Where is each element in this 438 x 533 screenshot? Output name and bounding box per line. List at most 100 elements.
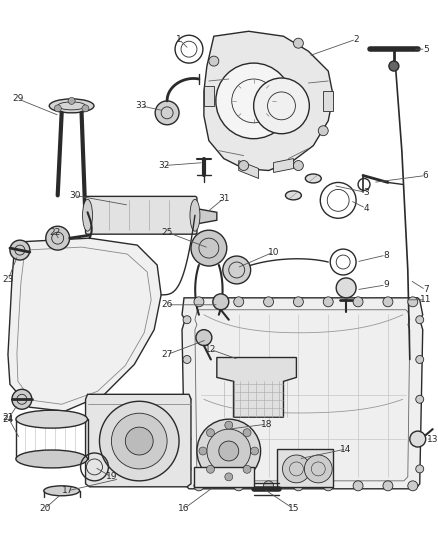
Circle shape	[416, 435, 424, 443]
Circle shape	[243, 465, 251, 473]
Circle shape	[234, 297, 244, 307]
Polygon shape	[276, 449, 333, 487]
Text: 16: 16	[178, 504, 190, 513]
Polygon shape	[85, 394, 191, 487]
Circle shape	[318, 126, 328, 136]
Circle shape	[251, 447, 258, 455]
Text: 17: 17	[62, 486, 74, 495]
Text: 23: 23	[2, 276, 14, 285]
Circle shape	[243, 429, 251, 437]
Ellipse shape	[286, 191, 301, 200]
Circle shape	[383, 297, 393, 307]
Text: 11: 11	[420, 295, 431, 304]
Circle shape	[183, 316, 191, 324]
Polygon shape	[204, 31, 333, 171]
Text: 5: 5	[423, 45, 429, 54]
Text: 32: 32	[159, 161, 170, 170]
Text: 21: 21	[2, 413, 14, 422]
Circle shape	[293, 160, 304, 171]
Text: 19: 19	[106, 472, 117, 481]
Circle shape	[194, 481, 204, 491]
Polygon shape	[194, 467, 254, 487]
Circle shape	[304, 455, 332, 483]
Polygon shape	[195, 208, 217, 224]
Ellipse shape	[190, 199, 200, 231]
Ellipse shape	[305, 174, 321, 183]
Text: 27: 27	[162, 350, 173, 359]
Circle shape	[206, 465, 215, 473]
Circle shape	[197, 419, 261, 483]
Text: 24: 24	[2, 415, 14, 424]
Circle shape	[216, 63, 291, 139]
Circle shape	[416, 465, 424, 473]
Circle shape	[416, 356, 424, 364]
Text: 20: 20	[39, 504, 50, 513]
Circle shape	[234, 481, 244, 491]
Circle shape	[239, 160, 249, 171]
Circle shape	[46, 226, 70, 250]
Circle shape	[408, 297, 418, 307]
Circle shape	[54, 105, 61, 112]
FancyBboxPatch shape	[85, 196, 197, 234]
Ellipse shape	[82, 199, 92, 231]
Circle shape	[209, 56, 219, 66]
Circle shape	[336, 278, 356, 298]
Circle shape	[207, 429, 251, 473]
Text: 15: 15	[288, 504, 299, 513]
Text: 33: 33	[135, 101, 147, 110]
Text: 30: 30	[69, 191, 80, 200]
Circle shape	[183, 356, 191, 364]
Circle shape	[225, 421, 233, 429]
Circle shape	[323, 297, 333, 307]
Text: 3: 3	[363, 188, 369, 197]
Circle shape	[223, 256, 251, 284]
Polygon shape	[273, 159, 293, 173]
Circle shape	[99, 401, 179, 481]
Circle shape	[183, 395, 191, 403]
Text: 4: 4	[363, 204, 369, 213]
Circle shape	[213, 294, 229, 310]
Circle shape	[293, 481, 304, 491]
Ellipse shape	[44, 486, 80, 496]
Text: 18: 18	[261, 419, 272, 429]
Text: 8: 8	[383, 251, 389, 260]
Circle shape	[196, 329, 212, 345]
Circle shape	[293, 38, 304, 48]
Text: 9: 9	[383, 280, 389, 289]
Circle shape	[219, 441, 239, 461]
Polygon shape	[217, 358, 297, 417]
Circle shape	[416, 395, 424, 403]
Text: 14: 14	[340, 445, 352, 454]
Circle shape	[183, 465, 191, 473]
Circle shape	[111, 413, 167, 469]
Circle shape	[191, 230, 227, 266]
Polygon shape	[8, 238, 161, 411]
Text: 10: 10	[268, 247, 279, 256]
Circle shape	[183, 435, 191, 443]
Text: 29: 29	[12, 94, 24, 103]
Circle shape	[410, 431, 426, 447]
Circle shape	[416, 316, 424, 324]
Text: 13: 13	[427, 434, 438, 443]
Text: 2: 2	[353, 35, 359, 44]
Text: 1: 1	[176, 35, 182, 44]
Circle shape	[206, 429, 215, 437]
Circle shape	[194, 297, 204, 307]
Text: 12: 12	[205, 345, 216, 354]
Circle shape	[12, 389, 32, 409]
Ellipse shape	[49, 99, 94, 113]
Circle shape	[408, 481, 418, 491]
Circle shape	[10, 240, 30, 260]
Circle shape	[389, 61, 399, 71]
Circle shape	[353, 481, 363, 491]
Circle shape	[199, 447, 207, 455]
Text: 7: 7	[423, 285, 429, 294]
Circle shape	[68, 98, 75, 104]
Polygon shape	[204, 86, 214, 106]
Circle shape	[254, 78, 309, 134]
Circle shape	[383, 481, 393, 491]
Text: 25: 25	[162, 228, 173, 237]
Ellipse shape	[16, 450, 88, 468]
Polygon shape	[239, 160, 258, 179]
Circle shape	[353, 297, 363, 307]
